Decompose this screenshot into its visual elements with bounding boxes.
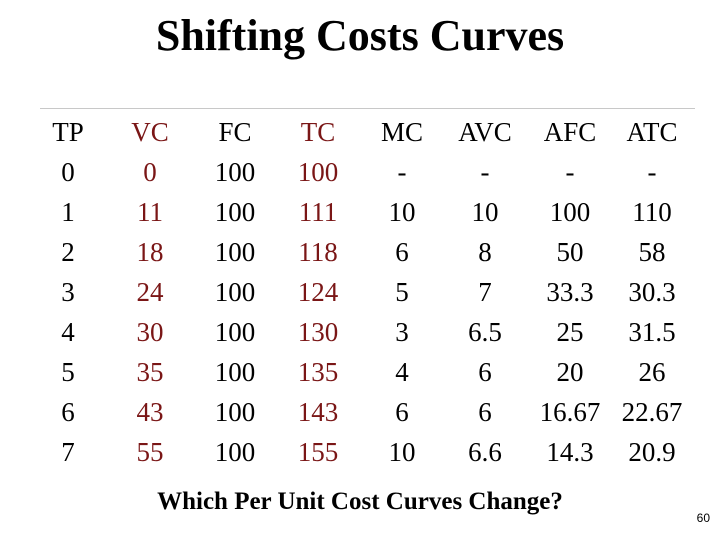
slide-title: Shifting Costs Curves xyxy=(155,11,565,60)
table-cell-afc: - xyxy=(565,157,575,187)
table-row: 4 30 100 130 3 6.5 25 31.5 xyxy=(0,312,720,352)
table-cell-vc: 30 xyxy=(136,317,164,347)
table-cell-tc: 111 xyxy=(298,197,338,227)
table-cell-tp: 1 xyxy=(61,197,75,227)
table-cell-vc: 18 xyxy=(136,237,164,267)
header-fc: FC xyxy=(218,117,252,147)
header-atc: ATC xyxy=(626,117,678,147)
table-cell-avc: 10 xyxy=(471,197,499,227)
table-row: 7 55 100 155 10 6.6 14.3 20.9 xyxy=(0,432,720,472)
table-cell-mc: 6 xyxy=(395,237,409,267)
table-cell-atc: 110 xyxy=(632,197,672,227)
table-cell-atc: 31.5 xyxy=(628,317,676,347)
table-cell-fc: 100 xyxy=(214,437,256,467)
table-cell-avc: 8 xyxy=(478,237,492,267)
table-cell-atc: 58 xyxy=(638,237,666,267)
table-cell-mc: 10 xyxy=(388,197,416,227)
table-row: 1 11 100 111 10 10 100 110 xyxy=(0,192,720,232)
table-cell-afc: 25 xyxy=(556,317,584,347)
table-cell-tc: 130 xyxy=(297,317,339,347)
table-cell-tp: 5 xyxy=(61,357,75,387)
table-cell-tc: 100 xyxy=(297,157,339,187)
table-cell-mc: 5 xyxy=(395,277,409,307)
table-cell-mc: 10 xyxy=(388,437,416,467)
table-cell-mc: - xyxy=(397,157,407,187)
table-row: 3 24 100 124 5 7 33.3 30.3 xyxy=(0,272,720,312)
table-cell-tp: 4 xyxy=(61,317,75,347)
table-cell-fc: 100 xyxy=(214,397,256,427)
cost-table: TP VC FC TC MC AVC AFC ATC 0 0 100 100 - - - - 1… xyxy=(0,112,720,472)
table-cell-atc: 30.3 xyxy=(628,277,676,307)
table-cell-avc: - xyxy=(480,157,490,187)
table-cell-tc: 135 xyxy=(297,357,339,387)
table-row: 6 43 100 143 6 6 16.67 22.67 xyxy=(0,392,720,432)
table-cell-avc: 6 xyxy=(478,357,492,387)
table-cell-mc: 4 xyxy=(395,357,409,387)
table-cell-avc: 6.5 xyxy=(468,317,502,347)
table-cell-tp: 6 xyxy=(61,397,75,427)
table-cell-mc: 6 xyxy=(395,397,409,427)
table-row: 0 0 100 100 - - - - xyxy=(0,152,720,192)
header-afc: AFC xyxy=(543,117,597,147)
divider-line xyxy=(40,108,695,109)
table-cell-tc: 118 xyxy=(298,237,338,267)
header-vc: VC xyxy=(131,117,169,147)
table-cell-avc: 6.6 xyxy=(468,437,502,467)
table-row: 2 18 100 118 6 8 50 58 xyxy=(0,232,720,272)
table-cell-vc: 43 xyxy=(136,397,164,427)
table-cell-avc: 6 xyxy=(478,397,492,427)
table-cell-tc: 143 xyxy=(297,397,339,427)
table-cell-fc: 100 xyxy=(214,277,256,307)
table-cell-tp: 0 xyxy=(61,157,75,187)
table-cell-fc: 100 xyxy=(214,197,256,227)
header-avc: AVC xyxy=(458,117,512,147)
table-body: 0 0 100 100- - - -1 11 100 111 10 10 100 110 2 18 100 118… xyxy=(0,152,720,472)
table-cell-tp: 7 xyxy=(61,437,75,467)
header-tc: TC xyxy=(300,117,336,147)
table-cell-vc: 0 xyxy=(143,157,157,187)
table-cell-fc: 100 xyxy=(214,317,256,347)
table-cell-tc: 124 xyxy=(297,277,339,307)
table-cell-atc: 26 xyxy=(638,357,666,387)
table-cell-afc: 16.67 xyxy=(539,397,601,427)
header-tp: TP xyxy=(52,117,84,147)
table-cell-tc: 155 xyxy=(297,437,339,467)
table-cell-fc: 100 xyxy=(214,237,256,267)
table-cell-vc: 55 xyxy=(136,437,164,467)
table-cell-vc: 11 xyxy=(137,197,163,227)
table-header-row: TP VC FC TC MC AVC AFC ATC xyxy=(0,112,720,152)
table-cell-fc: 100 xyxy=(214,157,256,187)
table-cell-tp: 3 xyxy=(61,277,75,307)
question-text: Which Per Unit Cost Curves Change? xyxy=(157,488,563,515)
table-cell-afc: 50 xyxy=(556,237,584,267)
table-cell-avc: 7 xyxy=(478,277,492,307)
table-cell-afc: 33.3 xyxy=(546,277,594,307)
header-mc: MC xyxy=(380,117,424,147)
table-cell-atc: - xyxy=(647,157,657,187)
table-cell-afc: 20 xyxy=(556,357,584,387)
table-cell-fc: 100 xyxy=(214,357,256,387)
table-cell-vc: 24 xyxy=(136,277,164,307)
table-cell-afc: 14.3 xyxy=(546,437,594,467)
table-cell-vc: 35 xyxy=(136,357,164,387)
table-cell-atc: 20.9 xyxy=(628,437,676,467)
table-cell-mc: 3 xyxy=(395,317,409,347)
table-cell-tp: 2 xyxy=(61,237,75,267)
table-cell-afc: 100 xyxy=(549,197,591,227)
page-number: 60 xyxy=(696,511,710,525)
table-cell-atc: 22.67 xyxy=(621,397,683,427)
table-row: 5 35 100 135 4 6 20 26 xyxy=(0,352,720,392)
